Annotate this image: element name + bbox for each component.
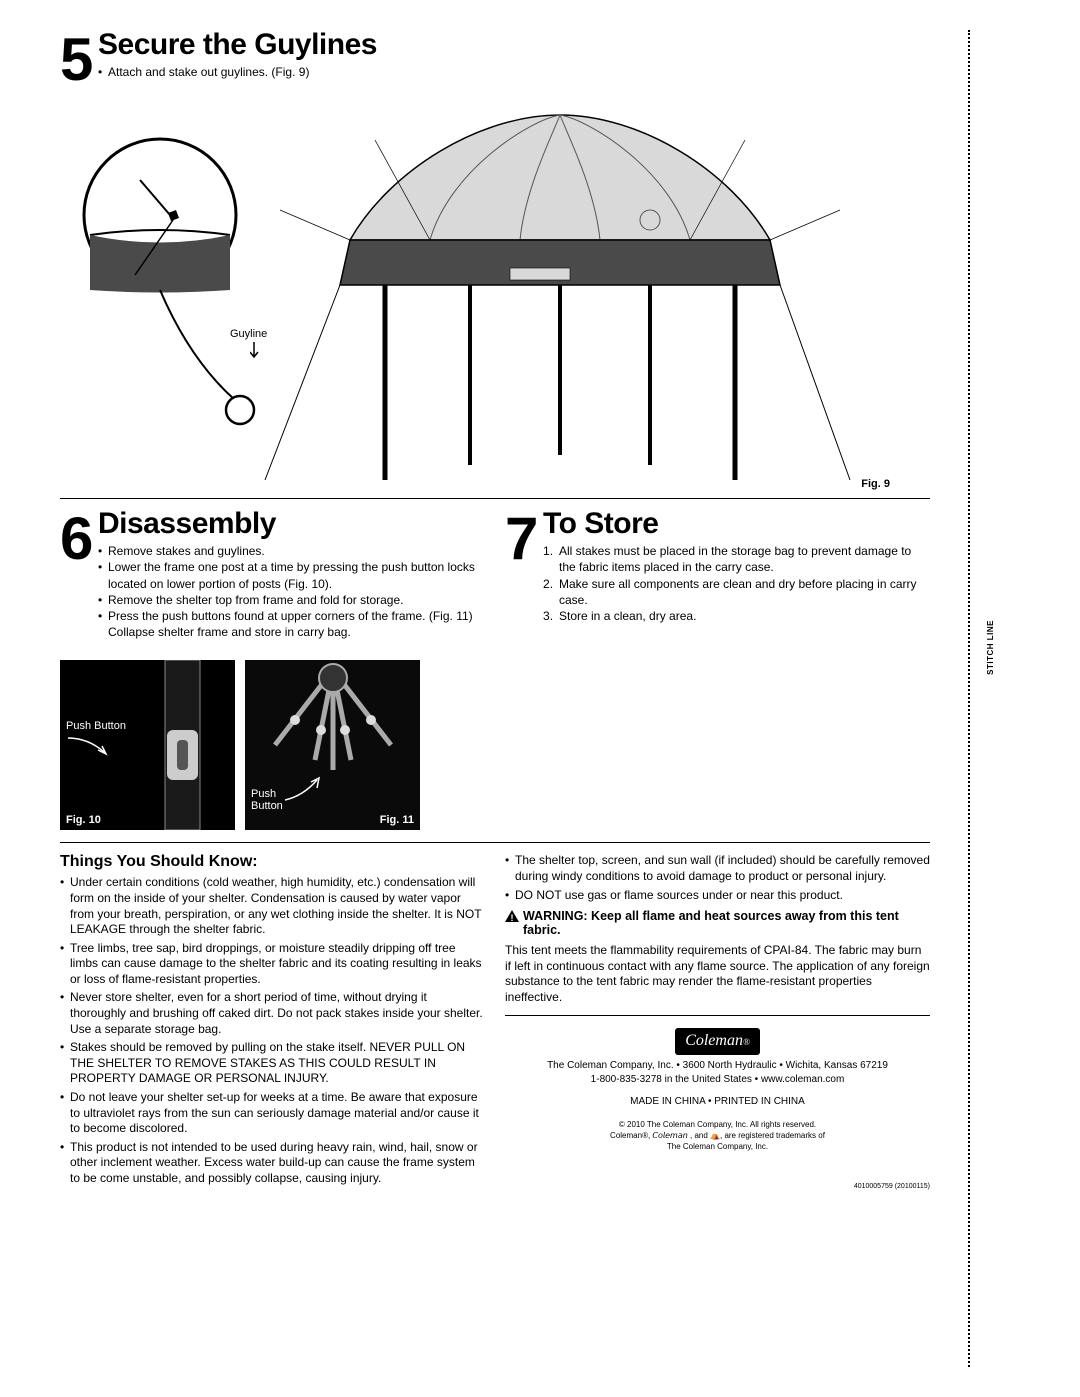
fig-10-label: Fig. 10	[66, 814, 101, 826]
footer-address: The Coleman Company, Inc. • 3600 North H…	[505, 1059, 930, 1073]
step-5-bullets: Attach and stake out guylines. (Fig. 9)	[98, 64, 930, 80]
figure-9-area: Guyline Fig. 9	[60, 90, 930, 490]
flame-text: This tent meets the flammability require…	[505, 943, 930, 1005]
bullet-item: Remove the shelter top from frame and fo…	[98, 592, 485, 608]
bullet-item: The shelter top, screen, and sun wall (i…	[505, 853, 930, 884]
bullet-item: Remove stakes and guylines.	[98, 543, 485, 559]
svg-text:!: !	[511, 913, 514, 922]
step-number-6: 6	[60, 509, 93, 569]
bullet-item: Under certain conditions (cold weather, …	[60, 875, 485, 937]
figure-11: Push Button Fig. 11	[245, 660, 420, 830]
bullet-item: DO NOT use gas or flame sources under or…	[505, 888, 930, 904]
push-button-label-b: Push Button	[251, 788, 283, 812]
step-7-title: To Store	[543, 509, 930, 539]
bullet-item: Never store shelter, even for a short pe…	[60, 990, 485, 1037]
bullet-item: Stakes should be removed by pulling on t…	[60, 1040, 485, 1087]
bullet-item: Press the push buttons found at upper co…	[98, 608, 485, 640]
step-6-title: Disassembly	[98, 509, 485, 539]
divider	[60, 498, 930, 499]
fig-row: Push Button Fig. 10	[60, 660, 485, 830]
things-section: Things You Should Know: Under certain co…	[60, 853, 930, 1189]
bullet-item: This product is not intended to be used …	[60, 1140, 485, 1187]
arrow-right-icon	[68, 734, 110, 756]
part-number: 4010005759 (20100115)	[854, 1183, 930, 1190]
footer-copyright-1: © 2010 The Coleman Company, Inc. All rig…	[505, 1119, 930, 1130]
push-button-label: Push Button	[66, 720, 126, 732]
stitch-line	[968, 30, 970, 1367]
things-title: Things You Should Know:	[60, 853, 485, 871]
bullet-item: Lower the frame one post at a time by pr…	[98, 559, 485, 591]
arrow-down-icon	[250, 342, 270, 362]
fig-9-label: Fig. 9	[861, 478, 890, 490]
bullet-item: Attach and stake out guylines. (Fig. 9)	[98, 64, 930, 80]
fig-11-label: Fig. 11	[380, 814, 414, 826]
footer-made: MADE IN CHINA • PRINTED IN CHINA	[505, 1095, 930, 1109]
step-6: 6 Disassembly Remove stakes and guylines…	[60, 509, 485, 830]
footer-copyright-3: The Coleman Company, Inc.	[505, 1141, 930, 1152]
list-item: Store in a clean, dry area.	[543, 608, 930, 624]
warning-line: ! WARNING: Keep all flame and heat sourc…	[505, 909, 930, 937]
step-number-7: 7	[505, 509, 538, 569]
step-7: 7 To Store All stakes must be placed in …	[505, 509, 930, 830]
step-6-bullets: Remove stakes and guylines. Lower the fr…	[98, 543, 485, 640]
step-5-title: Secure the Guylines	[98, 30, 930, 60]
list-item: Make sure all components are clean and d…	[543, 576, 930, 608]
guyline-label: Guyline	[230, 328, 267, 340]
things-right-list: The shelter top, screen, and sun wall (i…	[505, 853, 930, 903]
step-7-list: All stakes must be placed in the storage…	[543, 543, 930, 624]
list-item: All stakes must be placed in the storage…	[543, 543, 930, 575]
bullet-item: Do not leave your shelter set-up for wee…	[60, 1090, 485, 1137]
footer-phone: 1-800-835-3278 in the United States • ww…	[505, 1073, 930, 1087]
divider	[505, 1015, 930, 1016]
footer-copyright-2: Coleman®, 𝘊𝘰𝘭𝘦𝘮𝘢𝘯 , and ⛺, are registere…	[505, 1130, 930, 1141]
step-number-5: 5	[60, 30, 93, 90]
things-left-list: Under certain conditions (cold weather, …	[60, 875, 485, 1186]
warning-icon: !	[505, 910, 519, 922]
bullet-item: Tree limbs, tree sap, bird droppings, or…	[60, 941, 485, 988]
brand-logo: Coleman®	[675, 1028, 760, 1054]
stitch-line-label: STITCH LINE	[986, 620, 995, 675]
footer-block: Coleman® The Coleman Company, Inc. • 360…	[505, 1028, 930, 1152]
figure-10: Push Button Fig. 10	[60, 660, 235, 830]
step-5: 5 Secure the Guylines Attach and stake o…	[60, 30, 930, 490]
arrow-right-icon	[285, 776, 325, 806]
divider	[60, 842, 930, 843]
figure-9-illustration	[60, 90, 930, 490]
